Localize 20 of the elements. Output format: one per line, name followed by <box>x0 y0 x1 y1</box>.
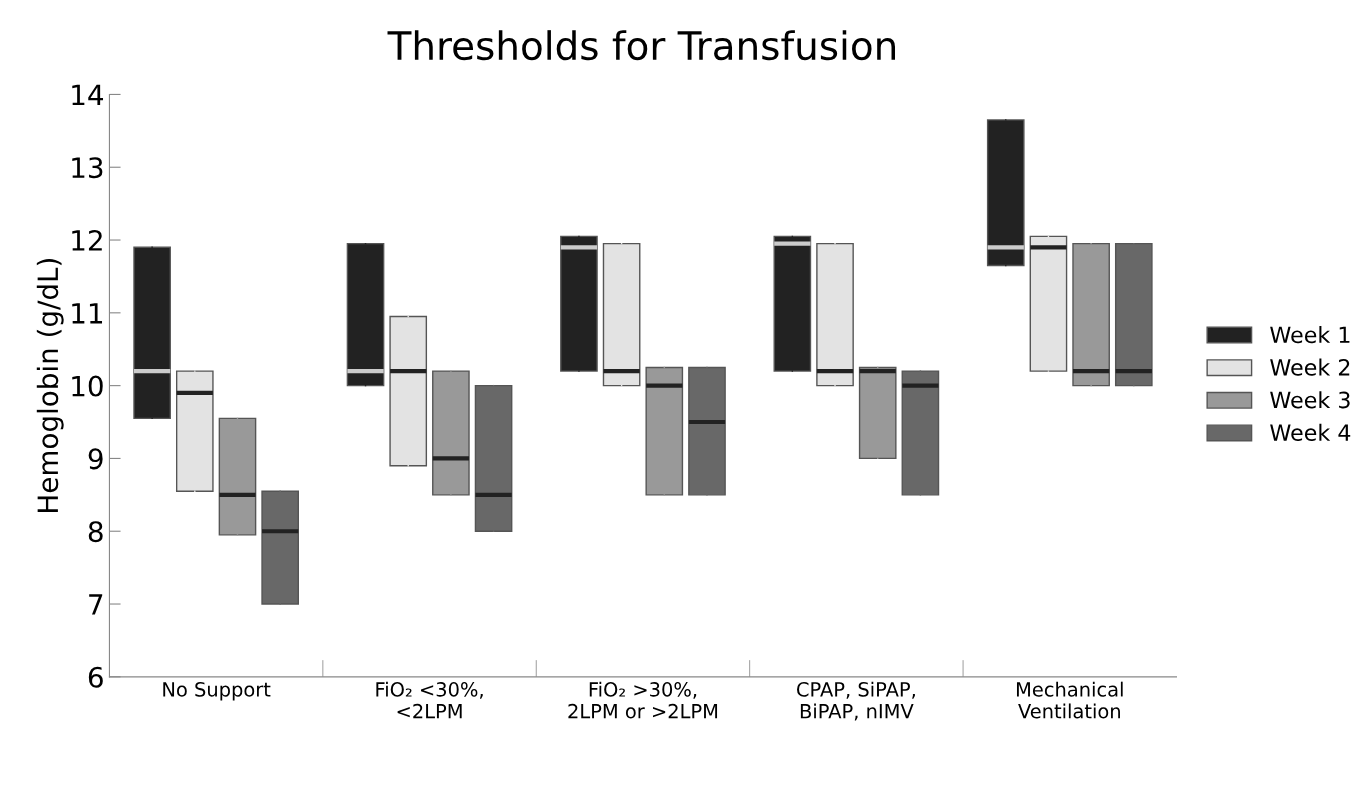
x-tick-label: No Support <box>163 682 271 701</box>
x-tick-label: FiO₂ <30%, <2LPM <box>376 681 483 719</box>
y-tick-label: 8 <box>88 521 103 543</box>
legend-label: Week 2 <box>1270 358 1350 376</box>
y-tick-label: 10 <box>72 375 103 397</box>
y-tick-label: 9 <box>88 448 103 470</box>
x-tick-label: Mechanical Ventilation <box>1016 681 1123 719</box>
x-tick-label: FiO₂ >30%, 2LPM or >2LPM <box>568 681 718 719</box>
y-axis-title: Hemoglobin (g/dL) <box>36 259 64 512</box>
y-tick-label: 14 <box>72 84 104 105</box>
legend-label: Week 3 <box>1270 391 1350 409</box>
y-tick-label: 11 <box>72 303 103 324</box>
y-tick-label: 6 <box>88 666 103 688</box>
x-tick-label: CPAP, SiPAP, BiPAP, nIMV <box>797 681 915 721</box>
y-tick-label: 13 <box>72 157 103 179</box>
chart-title: Thresholds for Transfusion <box>387 30 896 61</box>
legend-label: Week 1 <box>1270 325 1350 344</box>
legend-label: Week 4 <box>1270 423 1351 442</box>
y-tick-label: 7 <box>89 594 103 615</box>
y-tick-label: 12 <box>72 229 102 251</box>
